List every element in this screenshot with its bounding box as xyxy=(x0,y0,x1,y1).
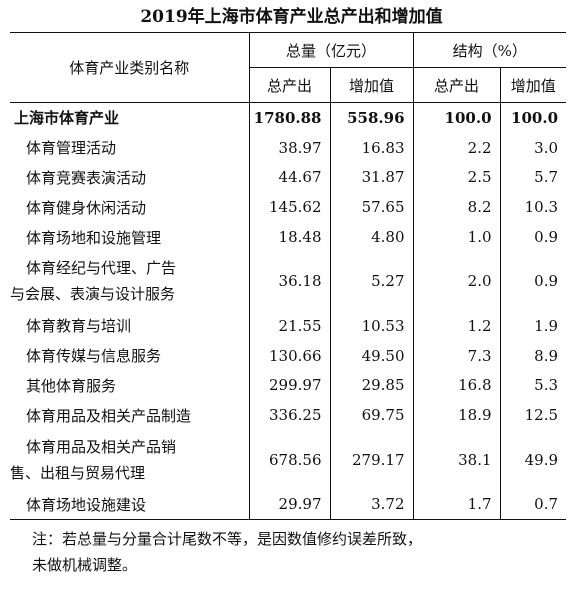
row-total-output: 299.97 xyxy=(249,370,331,401)
table-row: 体育场地设施建设 29.97 3.72 1.7 0.7 xyxy=(10,489,567,520)
row-total-output: 18.48 xyxy=(249,222,331,252)
table-row: 体育经纪与代理、广告 与会展、表演与设计服务 36.18 5.27 2.0 0.… xyxy=(10,251,566,311)
table-row: 体育传媒与信息服务 130.66 49.50 7.3 8.9 xyxy=(10,340,566,371)
table-row: 体育健身休闲活动 145.62 57.65 8.2 10.3 xyxy=(10,192,566,223)
row-name: 上海市体育产业 xyxy=(10,102,250,133)
row-total-output: 1780.88 xyxy=(249,102,331,133)
row-output-share: 1.2 xyxy=(413,310,501,341)
row-added-share: 49.9 xyxy=(524,450,559,469)
header-total-added: 增加值 xyxy=(330,67,414,103)
row-added-value: 31.87 xyxy=(330,162,414,193)
table-row: 体育用品及相关产品制造 336.25 69.75 18.9 12.5 xyxy=(10,400,566,431)
row-output-share: 1.7 xyxy=(413,489,501,520)
row-output-share: 18.9 xyxy=(413,400,501,431)
row-name: 其他体育服务 xyxy=(10,370,250,401)
row-total-output: 130.66 xyxy=(249,340,331,371)
note-line2: 未做机械调整。 xyxy=(32,556,138,574)
row-added-share: 100.0 xyxy=(511,108,559,127)
table-row: 体育教育与培训 21.55 10.53 1.2 1.9 xyxy=(10,310,566,341)
row-added-share: 3.0 xyxy=(534,138,559,157)
row-total-output: 38.97 xyxy=(249,132,331,163)
row-added-value: 558.96 xyxy=(330,102,414,133)
row-added-value: 57.65 xyxy=(330,192,414,223)
row-added-share: 8.9 xyxy=(534,346,559,365)
row-added-share: 0.7 xyxy=(500,489,567,520)
table-row: 体育管理活动 38.97 16.83 2.2 3.0 xyxy=(10,132,566,163)
row-name-line1: 体育经纪与代理、广告 xyxy=(26,259,177,278)
row-added-value: 4.80 xyxy=(330,222,414,252)
row-total-output: 678.56 xyxy=(249,430,331,490)
header-category-name: 体育产业类别名称 xyxy=(10,32,250,103)
row-added-value: 69.75 xyxy=(330,400,414,431)
row-output-share: 2.2 xyxy=(413,132,501,163)
table-row: 体育场地和设施管理 18.48 4.80 1.0 0.9 xyxy=(10,222,566,252)
row-output-share: 2.0 xyxy=(413,251,501,311)
row-total-output: 336.25 xyxy=(249,400,331,431)
row-total-output: 145.62 xyxy=(249,192,331,223)
row-output-share: 2.5 xyxy=(413,162,501,193)
table-row: 其他体育服务 299.97 29.85 16.8 5.3 xyxy=(10,370,566,401)
row-added-value: 29.85 xyxy=(330,370,414,401)
row-added-value: 279.17 xyxy=(330,430,414,490)
row-total-output: 44.67 xyxy=(249,162,331,193)
row-added-value: 16.83 xyxy=(330,132,414,163)
row-added-share: 5.3 xyxy=(534,376,559,395)
row-output-share: 8.2 xyxy=(413,192,501,223)
row-added-value: 49.50 xyxy=(330,340,414,371)
row-output-share: 7.3 xyxy=(413,340,501,371)
table-row: 上海市体育产业 1780.88 558.96 100.0 100.0 xyxy=(10,102,566,133)
row-added-share: 5.7 xyxy=(534,168,559,187)
row-added-share: 10.3 xyxy=(524,198,559,217)
table-row: 体育用品及相关产品销 售、出租与贸易代理 678.56 279.17 38.1 … xyxy=(10,430,566,490)
header-structure-group: 结构（%） xyxy=(413,32,567,68)
row-added-share: 0.9 xyxy=(534,228,559,247)
row-added-value: 10.53 xyxy=(330,310,414,341)
row-added-share: 0.9 xyxy=(534,272,559,291)
row-added-value: 3.72 xyxy=(330,489,414,520)
row-added-share: 1.9 xyxy=(534,316,559,335)
row-total-output: 36.18 xyxy=(249,251,331,311)
row-added-share: 12.5 xyxy=(524,406,559,425)
row-name: 体育经纪与代理、广告 与会展、表演与设计服务 xyxy=(10,251,250,311)
row-name-line1: 体育用品及相关产品销 xyxy=(26,437,177,456)
row-total-output: 29.97 xyxy=(249,489,331,520)
row-name: 体育用品及相关产品销 售、出租与贸易代理 xyxy=(10,430,250,490)
row-name: 体育健身休闲活动 xyxy=(10,192,250,223)
row-name: 体育用品及相关产品制造 xyxy=(10,400,250,431)
row-name-line2: 售、出租与贸易代理 xyxy=(10,463,146,482)
row-name: 体育竞赛表演活动 xyxy=(10,162,250,193)
row-total-output: 21.55 xyxy=(249,310,331,341)
header-structure-added: 增加值 xyxy=(500,67,567,103)
row-name: 体育管理活动 xyxy=(10,132,250,163)
row-output-share: 100.0 xyxy=(413,102,501,133)
header-total-output: 总产出 xyxy=(249,67,331,103)
row-output-share: 1.0 xyxy=(413,222,501,252)
row-name: 体育场地和设施管理 xyxy=(10,222,250,252)
row-name: 体育传媒与信息服务 xyxy=(10,340,250,371)
data-table: 体育产业类别名称 总量（亿元） 结构（%） 总产出 增加值 总产出 增加值 上海… xyxy=(10,32,567,520)
row-output-share: 38.1 xyxy=(413,430,501,490)
row-name-line2: 与会展、表演与设计服务 xyxy=(10,285,176,304)
header-total-group: 总量（亿元） xyxy=(249,32,414,68)
row-output-share: 16.8 xyxy=(413,370,501,401)
note-line1: 注：若总量与分量合计尾数不等，是因数值修约误差所致， xyxy=(32,530,423,548)
table-title: 2019年上海市体育产业总产出和增加值 xyxy=(140,7,443,27)
row-name: 体育教育与培训 xyxy=(10,310,250,341)
row-name: 体育场地设施建设 xyxy=(10,489,250,520)
row-added-value: 5.27 xyxy=(330,251,414,311)
table-note: 注：若总量与分量合计尾数不等，是因数值修约误差所致， 未做机械调整。 xyxy=(32,526,562,578)
table-row: 体育竞赛表演活动 44.67 31.87 2.5 5.7 xyxy=(10,162,566,193)
header-structure-output: 总产出 xyxy=(413,67,501,103)
